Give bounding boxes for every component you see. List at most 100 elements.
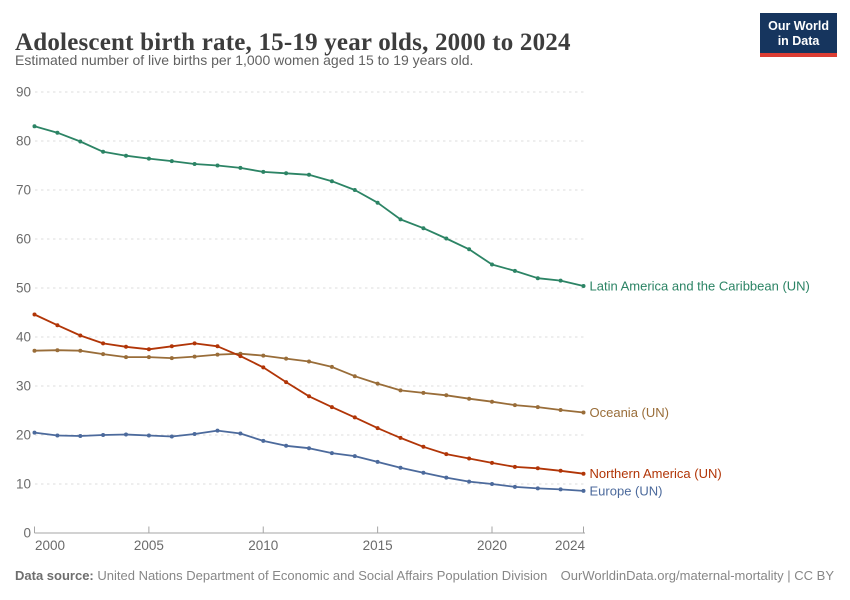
data-point bbox=[284, 380, 289, 385]
data-point bbox=[467, 396, 472, 401]
data-point bbox=[375, 426, 380, 431]
data-point bbox=[32, 430, 37, 435]
data-point bbox=[169, 344, 174, 349]
data-source-label: Data source: bbox=[15, 568, 94, 583]
x-axis-tick-label: 2020 bbox=[477, 538, 507, 553]
data-point bbox=[284, 356, 289, 361]
data-point bbox=[375, 200, 380, 205]
data-point bbox=[581, 410, 586, 415]
series-label-northern-america-un[interactable]: Northern America (UN) bbox=[590, 466, 722, 481]
data-source-note: Data source: United Nations Department o… bbox=[15, 568, 547, 583]
x-axis-tick-label: 2024 bbox=[555, 538, 586, 553]
data-point bbox=[307, 359, 311, 364]
data-point bbox=[398, 217, 403, 222]
data-point bbox=[398, 465, 403, 470]
owid-logo: Our World in Data bbox=[760, 13, 837, 57]
data-source-text: United Nations Department of Economic an… bbox=[97, 568, 548, 583]
data-point bbox=[307, 172, 311, 177]
series-line-latin-america-and-the-caribbean-un[interactable] bbox=[33, 125, 585, 287]
y-axis-tick-label: 50 bbox=[16, 281, 31, 296]
data-point bbox=[398, 388, 403, 393]
series-label-oceania-un[interactable]: Oceania (UN) bbox=[590, 405, 669, 420]
data-point bbox=[421, 470, 426, 475]
data-point bbox=[261, 353, 266, 358]
data-point bbox=[329, 451, 334, 456]
data-point bbox=[169, 434, 174, 439]
data-point bbox=[192, 341, 197, 346]
chart-subtitle: Estimated number of live births per 1,00… bbox=[15, 52, 474, 68]
y-axis-tick-label: 90 bbox=[16, 85, 31, 100]
data-point bbox=[467, 479, 472, 484]
data-point bbox=[375, 381, 380, 386]
series-label-latin-america-and-the-caribbean-un[interactable]: Latin America and the Caribbean (UN) bbox=[590, 279, 810, 294]
data-point bbox=[146, 355, 151, 360]
data-point bbox=[101, 149, 106, 154]
data-point bbox=[512, 484, 517, 489]
x-axis-tick-label: 2005 bbox=[134, 538, 164, 553]
data-point bbox=[512, 464, 517, 469]
data-point bbox=[535, 405, 540, 410]
data-point bbox=[124, 153, 128, 158]
x-axis-tick-label: 2000 bbox=[35, 538, 65, 553]
data-point bbox=[329, 364, 334, 369]
data-point bbox=[307, 394, 311, 399]
data-point bbox=[55, 348, 60, 353]
data-point bbox=[146, 347, 151, 352]
data-point bbox=[558, 468, 563, 473]
data-point bbox=[512, 268, 517, 273]
y-axis-tick-label: 20 bbox=[16, 428, 31, 443]
data-point bbox=[558, 278, 563, 283]
data-point bbox=[78, 434, 83, 438]
data-point bbox=[78, 333, 83, 338]
data-point bbox=[444, 236, 449, 241]
data-point bbox=[581, 284, 586, 288]
data-point bbox=[124, 355, 128, 360]
data-point bbox=[192, 162, 197, 166]
data-point bbox=[444, 475, 449, 480]
data-point bbox=[329, 405, 334, 410]
data-point bbox=[352, 415, 357, 420]
series-label-europe-un[interactable]: Europe (UN) bbox=[590, 483, 663, 498]
data-point bbox=[490, 262, 494, 267]
chart-footer: Data source: United Nations Department o… bbox=[15, 568, 834, 583]
data-point bbox=[261, 438, 266, 443]
y-axis-tick-label: 70 bbox=[16, 183, 31, 198]
x-axis-tick-label: 2015 bbox=[363, 538, 393, 553]
data-point bbox=[444, 452, 449, 457]
data-point bbox=[421, 390, 426, 395]
data-point bbox=[467, 247, 472, 252]
owid-logo-line1: Our World bbox=[768, 19, 829, 33]
data-point bbox=[421, 226, 426, 231]
x-axis-tick-label: 2010 bbox=[248, 538, 278, 553]
data-point bbox=[490, 482, 494, 486]
data-point bbox=[329, 179, 334, 184]
data-point bbox=[169, 356, 174, 361]
data-point bbox=[467, 456, 472, 461]
data-point bbox=[55, 130, 60, 135]
data-point bbox=[261, 169, 266, 174]
data-point bbox=[284, 171, 289, 176]
data-point bbox=[215, 163, 220, 168]
data-point bbox=[101, 352, 106, 357]
data-point bbox=[558, 487, 563, 492]
page-title: Adolescent birth rate, 15-19 year olds, … bbox=[15, 28, 571, 56]
data-point bbox=[352, 188, 357, 192]
data-point bbox=[261, 365, 266, 370]
data-point bbox=[535, 276, 540, 281]
data-point bbox=[421, 444, 426, 449]
y-axis-tick-label: 0 bbox=[23, 526, 31, 541]
data-point bbox=[55, 323, 60, 328]
data-point bbox=[490, 399, 494, 404]
data-point bbox=[192, 354, 197, 359]
y-axis-tick-label: 30 bbox=[16, 379, 31, 394]
series-line-europe-un[interactable] bbox=[33, 429, 585, 492]
y-axis-tick-label: 40 bbox=[16, 330, 31, 345]
data-point bbox=[192, 432, 197, 436]
data-point bbox=[238, 431, 243, 436]
data-point bbox=[535, 466, 540, 471]
data-point bbox=[238, 354, 243, 359]
data-point bbox=[78, 348, 83, 353]
owid-url-license[interactable]: OurWorldinData.org/maternal-mortality | … bbox=[560, 568, 834, 583]
